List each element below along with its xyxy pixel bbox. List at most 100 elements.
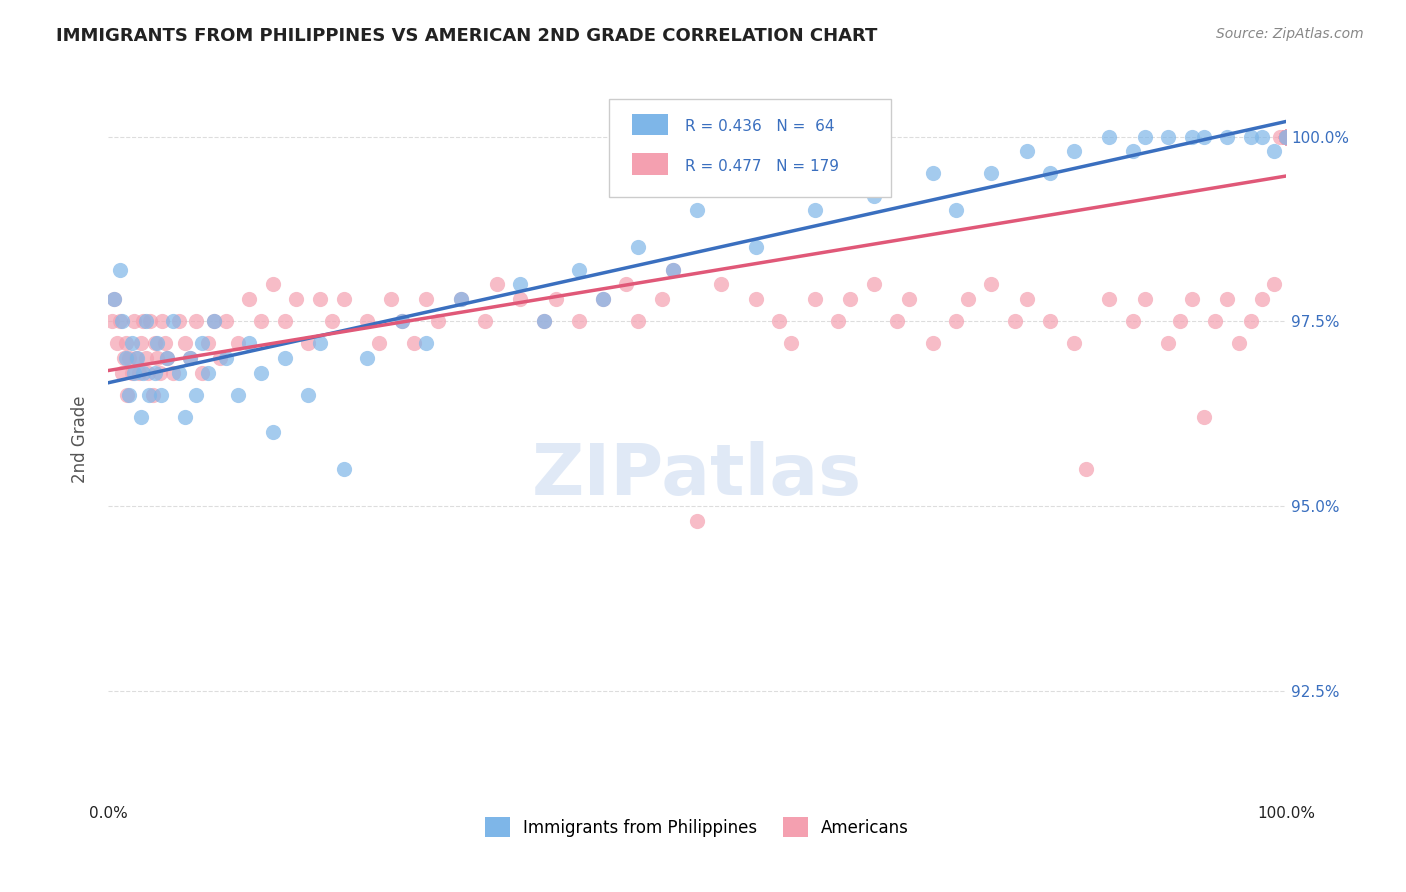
Point: [118, 351, 141, 366]
Point: [614, 277, 637, 292]
Point: [321, 314, 343, 328]
Point: [1275, 129, 1298, 144]
Point: [108, 314, 131, 328]
Point: [118, 388, 141, 402]
Point: [1015, 145, 1038, 159]
Point: [1275, 129, 1298, 144]
Point: [202, 314, 225, 328]
Point: [1275, 129, 1298, 144]
Point: [1275, 129, 1298, 144]
Point: [1275, 129, 1298, 144]
Point: [1015, 292, 1038, 306]
Point: [135, 314, 157, 328]
Point: [1275, 129, 1298, 144]
Point: [485, 277, 508, 292]
Point: [1275, 129, 1298, 144]
Point: [1275, 129, 1298, 144]
Point: [215, 314, 238, 328]
Point: [1216, 292, 1239, 306]
Point: [533, 314, 555, 328]
Point: [1157, 336, 1180, 351]
Point: [533, 314, 555, 328]
Point: [162, 366, 184, 380]
Point: [115, 388, 138, 402]
Point: [368, 336, 391, 351]
Point: [404, 336, 426, 351]
Text: R = 0.436   N =  64: R = 0.436 N = 64: [685, 120, 835, 135]
Point: [250, 314, 273, 328]
Point: [143, 366, 166, 380]
Point: [132, 314, 155, 328]
Point: [150, 388, 173, 402]
Y-axis label: 2nd Grade: 2nd Grade: [72, 396, 89, 483]
Point: [1063, 145, 1085, 159]
Point: [197, 336, 219, 351]
Point: [1168, 314, 1191, 328]
Point: [121, 366, 143, 380]
Point: [138, 388, 160, 402]
Point: [108, 262, 131, 277]
Point: [1275, 129, 1298, 144]
Text: R = 0.477   N = 179: R = 0.477 N = 179: [697, 161, 851, 176]
Point: [179, 351, 201, 366]
Point: [273, 351, 295, 366]
Point: [1275, 129, 1298, 144]
Point: [107, 336, 129, 351]
Point: [1098, 129, 1121, 144]
Point: [1133, 129, 1156, 144]
Point: [285, 292, 308, 306]
Point: [1239, 314, 1261, 328]
Point: [568, 262, 591, 277]
Point: [215, 351, 238, 366]
Point: [662, 262, 685, 277]
Point: [1263, 145, 1285, 159]
Point: [426, 314, 449, 328]
Point: [127, 351, 149, 366]
Point: [1275, 129, 1298, 144]
Point: [191, 336, 214, 351]
Point: [391, 314, 413, 328]
Point: [1039, 314, 1062, 328]
Point: [179, 351, 201, 366]
Point: [662, 262, 685, 277]
Point: [142, 388, 165, 402]
Point: [121, 336, 143, 351]
Point: [262, 277, 284, 292]
Point: [173, 410, 195, 425]
Point: [139, 314, 162, 328]
Point: [1133, 292, 1156, 306]
Point: [1268, 129, 1291, 144]
Point: [980, 277, 1002, 292]
Point: [1275, 129, 1298, 144]
Point: [1039, 167, 1062, 181]
Point: [250, 366, 273, 380]
FancyBboxPatch shape: [609, 99, 891, 197]
Point: [1275, 129, 1298, 144]
Point: [226, 388, 249, 402]
Point: [803, 203, 825, 218]
Point: [1275, 129, 1298, 144]
Point: [1275, 129, 1298, 144]
Point: [745, 240, 768, 254]
Point: [136, 366, 159, 380]
Point: [709, 277, 731, 292]
Point: [132, 366, 155, 380]
Point: [1275, 129, 1298, 144]
Text: Source: ZipAtlas.com: Source: ZipAtlas.com: [1216, 27, 1364, 41]
Point: [1204, 314, 1226, 328]
Point: [1275, 129, 1298, 144]
Point: [568, 314, 591, 328]
Point: [114, 336, 136, 351]
Point: [1275, 129, 1298, 144]
Point: [129, 410, 152, 425]
Point: [226, 336, 249, 351]
Point: [1275, 129, 1298, 144]
Point: [273, 314, 295, 328]
Point: [1275, 129, 1298, 144]
Point: [356, 314, 378, 328]
Point: [1275, 129, 1298, 144]
Text: IMMIGRANTS FROM PHILIPPINES VS AMERICAN 2ND GRADE CORRELATION CHART: IMMIGRANTS FROM PHILIPPINES VS AMERICAN …: [56, 27, 877, 45]
Point: [1275, 129, 1298, 144]
Point: [921, 336, 943, 351]
Point: [1122, 314, 1144, 328]
